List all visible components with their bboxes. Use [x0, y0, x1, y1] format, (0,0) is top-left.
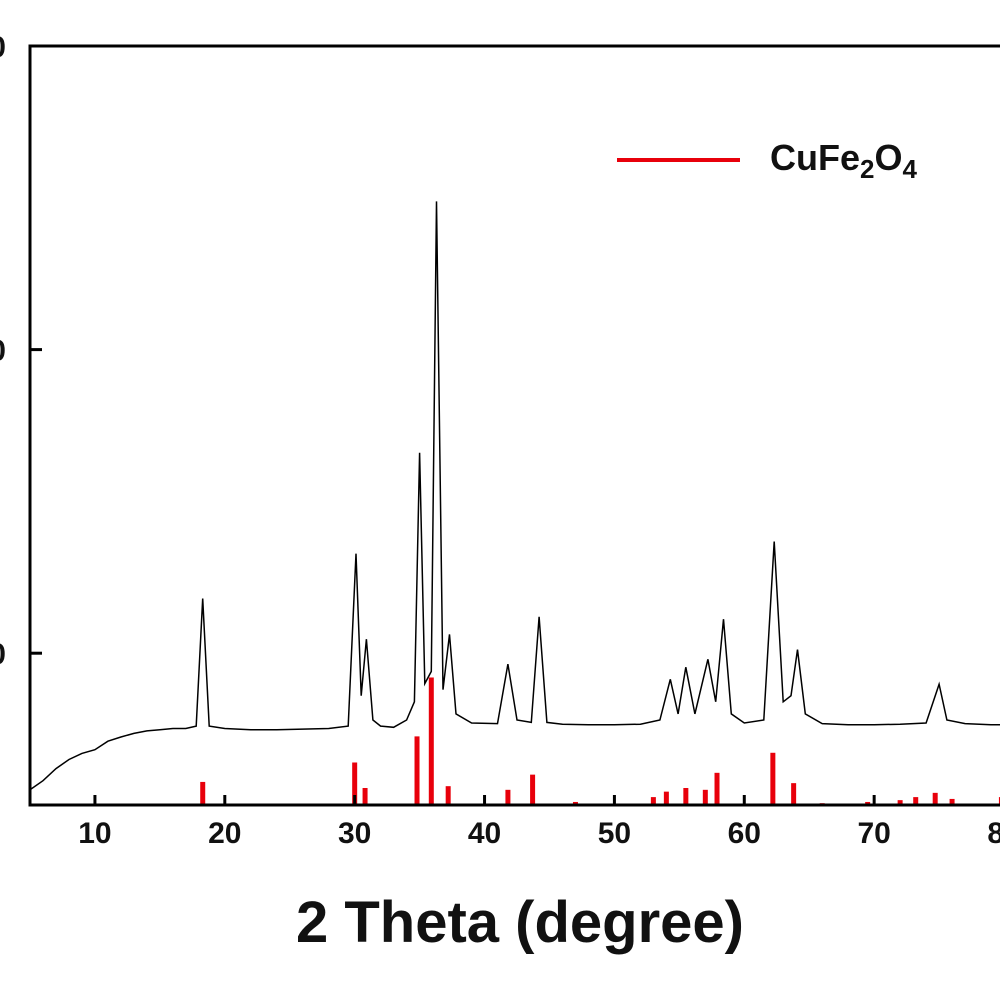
x-tick-label: 70 — [857, 817, 890, 850]
reference-peak — [445, 786, 451, 805]
x-tick-label: 60 — [728, 817, 761, 850]
reference-peak — [998, 797, 1000, 805]
x-tick-label: 40 — [468, 817, 501, 850]
y-tick-label: 1000 — [0, 335, 6, 368]
reference-peak — [572, 801, 578, 805]
reference-peak — [650, 797, 656, 805]
reference-peak — [932, 792, 938, 805]
xrd-trace — [29, 201, 1000, 791]
reference-peak — [505, 789, 511, 805]
reference-peak — [200, 781, 206, 805]
legend-label-part: CuFe — [770, 137, 860, 178]
reference-peak — [702, 789, 708, 805]
reference-peak — [865, 801, 871, 805]
legend-label-part: 4 — [902, 154, 917, 184]
x-axis-label: 2 Theta (degree) — [296, 890, 744, 955]
reference-peak — [897, 800, 903, 805]
reference-peak — [352, 762, 358, 805]
reference-peak — [530, 774, 536, 805]
y-tick-label: 500 — [0, 638, 6, 671]
x-tick-label: 30 — [338, 817, 371, 850]
reference-peak — [414, 736, 420, 805]
x-tick-label: 80 — [987, 817, 1000, 850]
reference-peak — [663, 791, 669, 805]
reference-peak — [913, 797, 919, 805]
reference-peak — [791, 783, 797, 805]
y-tick-label: 1500 — [0, 31, 6, 64]
legend-label-part: O — [874, 137, 902, 178]
reference-peak — [770, 752, 776, 805]
reference-peak — [428, 677, 434, 805]
reference-peak — [683, 787, 689, 805]
x-tick-label: 10 — [78, 817, 111, 850]
legend-label-part: 2 — [860, 154, 874, 184]
reference-peak — [949, 798, 955, 805]
reference-peak — [714, 772, 720, 805]
reference-peak — [362, 787, 368, 805]
x-tick-label: 50 — [598, 817, 631, 850]
plot-frame — [28, 44, 1000, 807]
legend-label: CuFe2O4 — [770, 137, 917, 184]
x-tick-label: 20 — [208, 817, 241, 850]
